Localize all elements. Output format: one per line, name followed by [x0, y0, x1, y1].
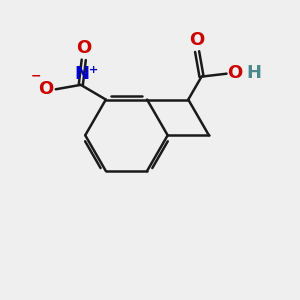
- Text: N: N: [74, 65, 89, 83]
- Text: O: O: [190, 31, 205, 49]
- Text: O: O: [38, 80, 53, 98]
- Text: O: O: [227, 64, 242, 82]
- Text: O: O: [76, 40, 92, 58]
- Text: +: +: [89, 65, 98, 75]
- Text: H: H: [247, 64, 262, 82]
- Text: −: −: [31, 70, 41, 83]
